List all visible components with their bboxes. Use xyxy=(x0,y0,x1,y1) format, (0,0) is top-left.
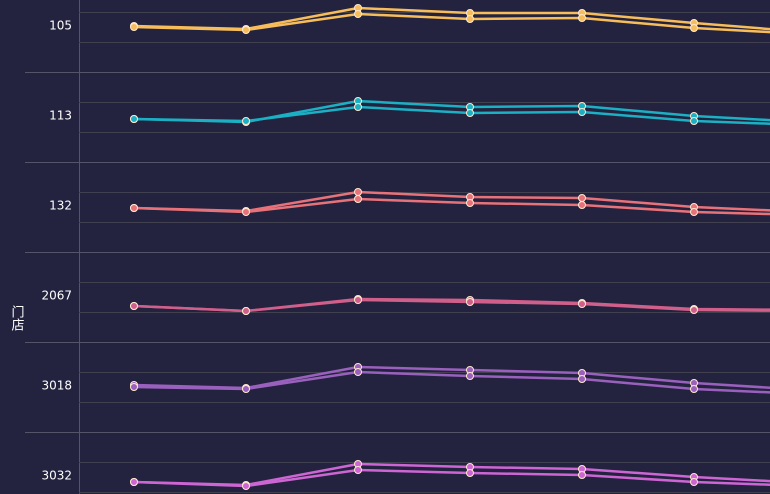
point xyxy=(354,466,362,474)
point xyxy=(242,208,250,216)
point xyxy=(578,375,586,383)
row-label: 3018 xyxy=(41,379,72,393)
point xyxy=(242,385,250,393)
point xyxy=(466,109,474,117)
point xyxy=(578,14,586,22)
point xyxy=(466,372,474,380)
point xyxy=(242,117,250,125)
row-label: 2067 xyxy=(41,289,72,303)
point xyxy=(466,298,474,306)
point xyxy=(690,306,698,314)
point xyxy=(354,103,362,111)
row-label: 3032 xyxy=(41,469,72,483)
point xyxy=(242,307,250,315)
point xyxy=(578,194,586,202)
point xyxy=(242,482,250,490)
point xyxy=(466,15,474,23)
point xyxy=(354,188,362,196)
point xyxy=(130,478,138,486)
point xyxy=(578,201,586,209)
y-axis-title: 门店 xyxy=(9,305,25,331)
point xyxy=(690,24,698,32)
point xyxy=(578,300,586,308)
row-label: 113 xyxy=(49,109,72,123)
point xyxy=(466,199,474,207)
point xyxy=(578,108,586,116)
point xyxy=(690,117,698,125)
point xyxy=(130,115,138,123)
point xyxy=(354,195,362,203)
point xyxy=(354,10,362,18)
point xyxy=(130,383,138,391)
point xyxy=(690,385,698,393)
point xyxy=(130,204,138,212)
point xyxy=(354,296,362,304)
point xyxy=(354,368,362,376)
point xyxy=(242,26,250,34)
row-label: 132 xyxy=(49,199,72,213)
point xyxy=(466,469,474,477)
point xyxy=(130,302,138,310)
point xyxy=(690,208,698,216)
point xyxy=(130,23,138,31)
row-label: 105 xyxy=(49,19,72,33)
point xyxy=(690,478,698,486)
point xyxy=(578,471,586,479)
